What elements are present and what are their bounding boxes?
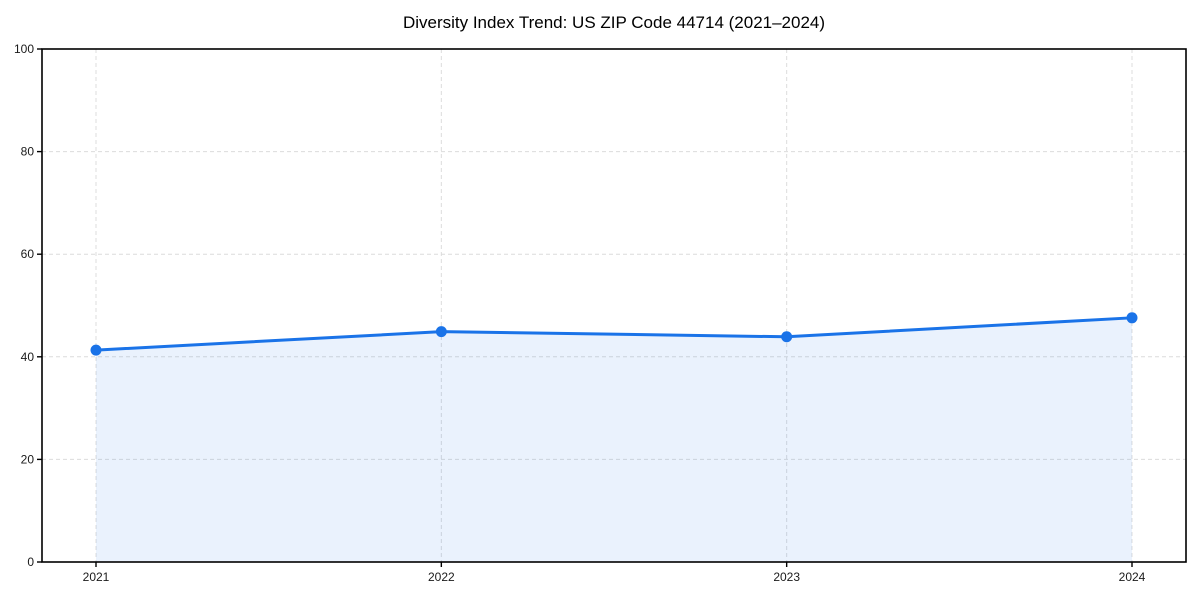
data-point xyxy=(435,326,447,338)
chart-title: Diversity Index Trend: US ZIP Code 44714… xyxy=(402,13,826,32)
y-tick-label: 40 xyxy=(21,350,35,364)
axes-frame xyxy=(41,48,1187,563)
y-tick-label: 20 xyxy=(21,452,35,466)
x-tick-label: 2021 xyxy=(83,570,110,584)
x-tick-label: 2023 xyxy=(773,570,800,584)
x-tick-label: 2024 xyxy=(1119,570,1146,584)
area-fill xyxy=(96,317,1132,562)
data-point xyxy=(781,331,793,343)
y-tick-label: 80 xyxy=(21,145,35,159)
x-tick-label: 2022 xyxy=(428,570,455,584)
y-tick-label: 100 xyxy=(14,42,34,56)
data-line xyxy=(94,316,1134,352)
data-point xyxy=(1126,312,1138,324)
y-tick-label: 0 xyxy=(27,555,34,569)
y-tick-label: 60 xyxy=(21,247,35,261)
data-point xyxy=(90,344,102,356)
